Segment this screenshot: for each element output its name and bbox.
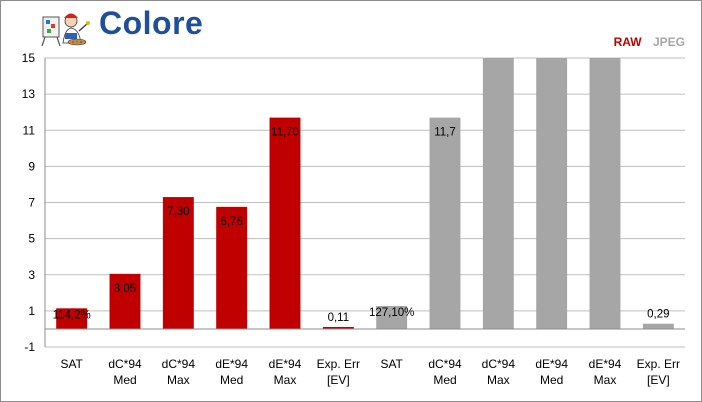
data-label: 127,10% (369, 307, 414, 319)
legend-jpeg: JPEG (652, 35, 685, 49)
x-tick-label: Med (113, 373, 136, 387)
x-tick-label: Exp. Err (637, 357, 680, 371)
bar (642, 323, 674, 329)
x-tick-label: dC*94 (428, 357, 462, 371)
x-tick-label: dE*94 (215, 357, 248, 371)
x-tick-label: dE*94 (269, 357, 302, 371)
x-tick-label: Med (220, 373, 243, 387)
x-tick-label: dC*94 (482, 357, 516, 371)
y-tick-label: 5 (28, 232, 35, 246)
legend-raw: RAW (613, 35, 642, 49)
y-tick-label: 15 (22, 51, 36, 65)
bar (162, 197, 194, 329)
data-label: 11,7 (434, 127, 456, 139)
bar (482, 58, 514, 329)
x-tick-label: [EV] (647, 373, 670, 387)
y-tick-label: -1 (24, 340, 35, 354)
bar (376, 305, 408, 329)
legend: RAW JPEG (614, 35, 685, 49)
x-tick-label: [EV] (327, 373, 350, 387)
x-tick-label: dC*94 (108, 357, 142, 371)
y-tick-label: 9 (28, 159, 35, 173)
x-tick-label: SAT (60, 357, 83, 371)
y-tick-label: 3 (28, 268, 35, 282)
bar (109, 273, 141, 329)
data-label: 11,70 (271, 127, 299, 139)
y-tick-label: 11 (23, 123, 36, 137)
bar (216, 206, 248, 329)
chart-title: Colore (99, 5, 204, 41)
x-tick-label: dC*94 (162, 357, 196, 371)
painter-mascot-icon (39, 9, 91, 47)
bar (269, 117, 301, 329)
x-tick-label: Max (274, 373, 297, 387)
y-tick-label: 7 (28, 196, 35, 210)
x-tick-label: Max (594, 373, 617, 387)
x-tick-label: SAT (380, 357, 403, 371)
x-tick-label: Exp. Err (317, 357, 360, 371)
bar-layer (56, 58, 674, 329)
bar (56, 308, 88, 329)
x-tick-label: dE*94 (589, 357, 622, 371)
y-tick-label: 13 (22, 87, 36, 101)
data-label: 7,30 (167, 206, 189, 218)
x-tick-label: Max (167, 373, 190, 387)
data-label: 114,2% (53, 309, 91, 321)
x-tick-label: Med (540, 373, 563, 387)
x-tick-label: dE*94 (535, 357, 568, 371)
x-tick-label: Max (487, 373, 510, 387)
data-label: 0,29 (647, 309, 669, 321)
bar (589, 58, 621, 329)
label-layer: 114,2% 3,05 7,30 6,76 11,70 0,11 127,10% 11,7 0,… (53, 127, 670, 324)
data-label: 6,76 (220, 216, 242, 228)
y-tick-label: 1 (28, 304, 35, 318)
bar (536, 58, 568, 329)
grid-layer (45, 57, 685, 348)
data-label: 3,05 (114, 283, 136, 295)
x-tick-label: Med (433, 373, 456, 387)
bar (429, 117, 461, 329)
bar (322, 326, 354, 329)
data-label: 0,11 (328, 312, 350, 324)
